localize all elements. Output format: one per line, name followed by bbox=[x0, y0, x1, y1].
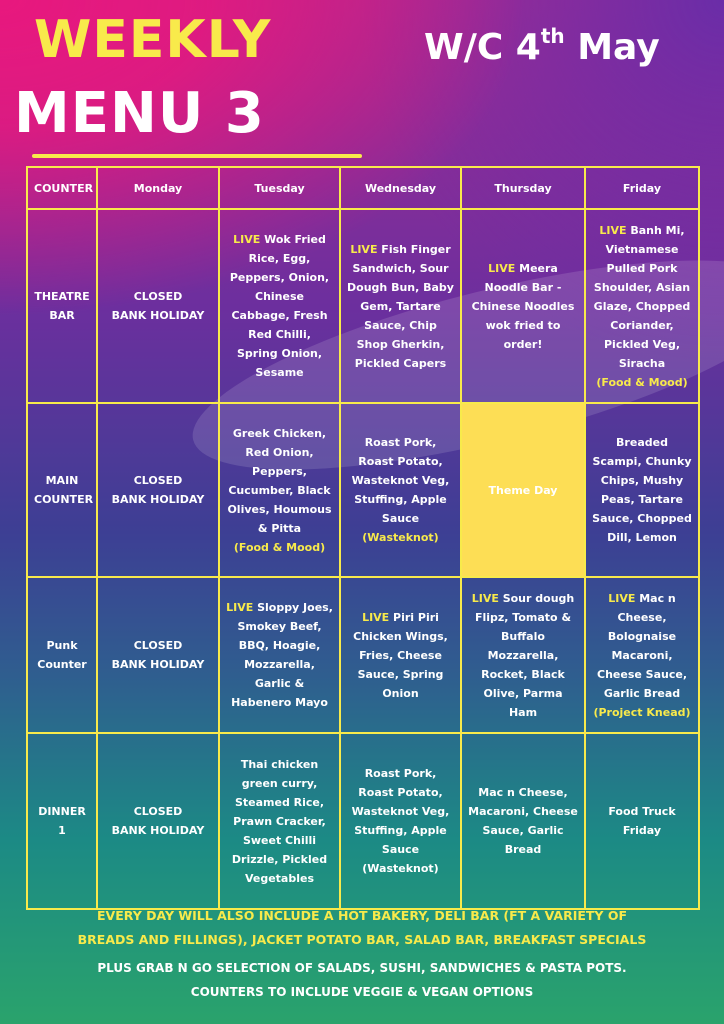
cell-tag: (Food & Mood) bbox=[233, 540, 326, 554]
header-friday: Friday bbox=[584, 166, 700, 210]
footer-notice-white: PLUS GRAB N GO SELECTION OF SALADS, SUSH… bbox=[0, 956, 724, 1004]
wednesday-cell: Roast Pork, Roast Potato, Wasteknot Veg,… bbox=[339, 402, 462, 578]
counter-cell: THEATRE BAR bbox=[26, 208, 98, 404]
live-tag: LIVE bbox=[599, 223, 627, 237]
week-suffix: th bbox=[540, 24, 565, 48]
counter-cell: DINNER 1 bbox=[26, 732, 98, 910]
thursday-cell: Theme Day bbox=[460, 402, 586, 578]
live-tag: LIVE bbox=[471, 591, 499, 605]
monday-cell: CLOSED BANK HOLIDAY bbox=[96, 208, 220, 404]
wednesday-cell: Roast Pork, Roast Potato, Wasteknot Veg,… bbox=[339, 732, 462, 910]
thursday-cell: Mac n Cheese, Macaroni, Cheese Sauce, Ga… bbox=[460, 732, 586, 910]
monday-cell: CLOSED BANK HOLIDAY bbox=[96, 732, 220, 910]
table-header-row: COUNTER Monday Tuesday Wednesday Thursda… bbox=[26, 166, 700, 210]
header-counter: COUNTER bbox=[26, 166, 98, 210]
tuesday-cell: LIVE Sloppy Joes, Smokey Beef, BBQ, Hoag… bbox=[218, 576, 341, 734]
monday-cell: CLOSED BANK HOLIDAY bbox=[96, 402, 220, 578]
live-tag: LIVE bbox=[488, 261, 516, 275]
monday-cell: CLOSED BANK HOLIDAY bbox=[96, 576, 220, 734]
table-row-theatre-bar: THEATRE BAR CLOSED BANK HOLIDAY LIVE Wok… bbox=[26, 208, 700, 404]
footer-line: COUNTERS TO INCLUDE VEGGIE & VEGAN OPTIO… bbox=[190, 985, 534, 999]
title-underline bbox=[32, 154, 362, 158]
counter-cell: Punk Counter bbox=[26, 576, 98, 734]
header-tuesday: Tuesday bbox=[218, 166, 341, 210]
page-title-line1: WEEKLY bbox=[34, 10, 272, 70]
header-monday: Monday bbox=[96, 166, 220, 210]
live-tag: LIVE bbox=[233, 233, 261, 246]
friday-cell: LIVE Banh Mi, Vietnamese Pulled Pork Sho… bbox=[584, 208, 700, 404]
cell-tag: (Food & Mood) bbox=[596, 375, 688, 389]
wednesday-cell: LIVE Fish Finger Sandwich, Sour Dough Bu… bbox=[339, 208, 462, 404]
counter-cell: MAIN COUNTER bbox=[26, 402, 98, 578]
cell-tag: (Project Knead) bbox=[593, 705, 691, 719]
week-month: May bbox=[564, 27, 660, 68]
live-tag: LIVE bbox=[362, 610, 390, 624]
table-row-dinner-1: DINNER 1 CLOSED BANK HOLIDAY Thai chicke… bbox=[26, 732, 700, 910]
thursday-cell: LIVE Sour dough Flipz, Tomato & Buffalo … bbox=[460, 576, 586, 734]
thursday-cell: LIVE Meera Noodle Bar - Chinese Noodles … bbox=[460, 208, 586, 404]
live-tag: LIVE bbox=[226, 601, 254, 614]
friday-cell: Food Truck Friday bbox=[584, 732, 700, 910]
live-tag: LIVE bbox=[350, 242, 378, 256]
wednesday-cell: LIVE Piri Piri Chicken Wings, Fries, Che… bbox=[339, 576, 462, 734]
theme-day-label: Theme Day bbox=[488, 483, 558, 497]
tuesday-cell: Thai chicken green curry, Steamed Rice, … bbox=[218, 732, 341, 910]
friday-cell: Breaded Scampi, Chunky Chips, Mushy Peas… bbox=[584, 402, 700, 578]
footer-line: PLUS GRAB N GO SELECTION OF SALADS, SUSH… bbox=[97, 961, 627, 975]
menu-table: COUNTER Monday Tuesday Wednesday Thursda… bbox=[26, 166, 700, 910]
footer-notice-yellow: EVERY DAY WILL ALSO INCLUDE A HOT BAKERY… bbox=[0, 904, 724, 952]
live-tag: LIVE bbox=[608, 591, 636, 605]
table-row-main-counter: MAIN COUNTER CLOSED BANK HOLIDAY Greek C… bbox=[26, 402, 700, 578]
week-commencing: W/C 4th May bbox=[424, 26, 660, 68]
cell-tag: (Wasteknot) bbox=[362, 531, 439, 544]
friday-cell: LIVE Mac n Cheese, Bolognaise Macaroni, … bbox=[584, 576, 700, 734]
week-prefix: W/C 4 bbox=[424, 27, 541, 68]
footer-line: EVERY DAY WILL ALSO INCLUDE A HOT BAKERY… bbox=[97, 908, 627, 923]
footer-line: BREADS AND FILLINGS), JACKET POTATO BAR,… bbox=[77, 932, 647, 947]
tuesday-cell: LIVE Wok Fried Rice, Egg, Peppers, Onion… bbox=[218, 208, 341, 404]
header-thursday: Thursday bbox=[460, 166, 586, 210]
tuesday-cell: Greek Chicken, Red Onion, Peppers, Cucum… bbox=[218, 402, 341, 578]
page-title-line2: MENU 3 bbox=[14, 81, 265, 146]
table-row-punk-counter: Punk Counter CLOSED BANK HOLIDAY LIVE Sl… bbox=[26, 576, 700, 734]
header-wednesday: Wednesday bbox=[339, 166, 462, 210]
